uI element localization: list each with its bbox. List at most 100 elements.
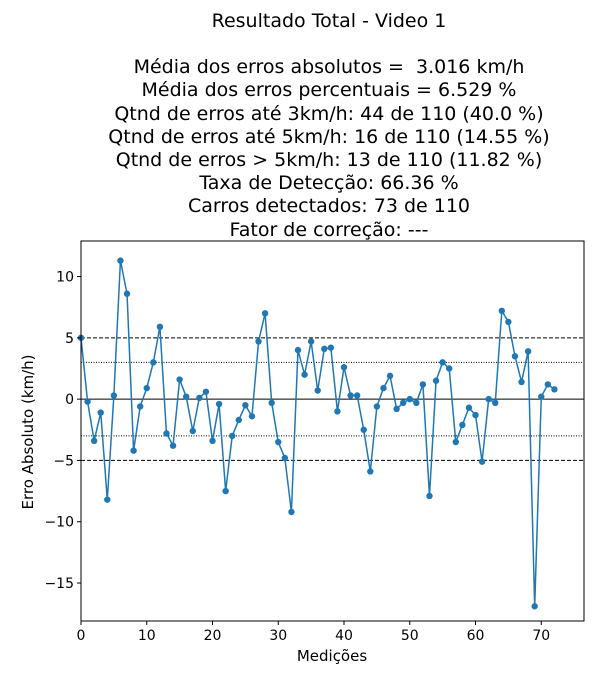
series-line xyxy=(80,259,555,608)
data-point xyxy=(176,376,183,383)
data-point xyxy=(426,492,433,500)
data-point xyxy=(419,381,427,388)
data-point xyxy=(472,411,479,419)
stat-cars-detected: Carros detectados: 73 de 110 xyxy=(187,195,471,218)
stat-mean-absolute-error: Média dos erros absolutos = 3.016 km/h xyxy=(133,56,525,79)
data-point xyxy=(136,403,144,410)
x-tick-label: 60 xyxy=(467,628,485,644)
data-point xyxy=(255,338,262,345)
x-tick-label: 40 xyxy=(335,628,353,644)
stat-errors-up-to-3: Qtnd de erros até 3km/h: 44 de 110 (40.0… xyxy=(114,102,544,125)
x-tick-label: 50 xyxy=(401,628,419,644)
y-tick-label: 0 xyxy=(65,392,74,408)
data-point xyxy=(183,393,190,400)
data-point xyxy=(321,345,328,353)
x-axis-label: Medições xyxy=(297,647,368,665)
y-axis-ticks: −15 −10 −5 0 5 10 xyxy=(44,270,81,592)
data-point xyxy=(156,323,164,331)
y-tick-label: 5 xyxy=(65,331,74,347)
data-point xyxy=(531,603,538,610)
data-point xyxy=(380,384,387,392)
data-point xyxy=(413,399,420,407)
data-point xyxy=(439,359,446,366)
data-point xyxy=(432,377,440,384)
data-point xyxy=(386,372,394,380)
stat-errors-over-5: Qtnd de erros > 5km/h: 13 de 110 (11.82 … xyxy=(115,149,543,172)
chart-title-block: Resultado Total - Video 1 Média dos erro… xyxy=(0,10,608,242)
data-point xyxy=(446,365,453,372)
data-point xyxy=(123,290,131,297)
data-point xyxy=(524,348,532,355)
y-tick-label: 10 xyxy=(56,270,74,286)
data-point xyxy=(196,394,203,402)
data-point xyxy=(452,438,459,446)
y-tick-label: −5 xyxy=(53,453,74,469)
data-point xyxy=(465,404,473,411)
data-point xyxy=(367,468,374,475)
data-point xyxy=(511,353,519,360)
x-tick-label: 10 xyxy=(138,628,156,644)
data-point xyxy=(97,409,104,416)
data-point xyxy=(209,437,216,445)
data-point xyxy=(202,388,210,395)
data-point xyxy=(229,432,236,440)
data-point xyxy=(215,400,223,408)
data-point xyxy=(143,384,150,392)
data-point xyxy=(281,454,289,462)
data-series xyxy=(77,257,558,610)
plot-frame xyxy=(80,240,585,622)
data-point xyxy=(459,421,466,429)
x-axis-ticks: 0 10 20 30 40 50 60 70 xyxy=(77,621,550,644)
data-point xyxy=(314,387,321,394)
reference-lines xyxy=(81,337,584,461)
stat-correction-factor: Fator de correção: --- xyxy=(229,218,429,241)
x-tick-label: 70 xyxy=(532,628,550,644)
data-point xyxy=(307,338,315,345)
stat-mean-percent-error: Média dos erros percentuais = 6.529 % xyxy=(141,79,517,102)
data-point xyxy=(117,257,124,264)
data-point xyxy=(334,408,341,415)
stat-detection-rate: Taxa de Detecção: 66.36 % xyxy=(199,172,459,195)
data-point xyxy=(399,399,407,407)
data-point xyxy=(340,364,348,371)
data-point xyxy=(485,395,492,403)
data-point xyxy=(393,405,400,413)
y-axis-label: Erro Absoluto (km/h) xyxy=(19,354,37,509)
data-point xyxy=(544,381,552,388)
data-point xyxy=(104,496,111,503)
data-point xyxy=(505,318,512,326)
data-point xyxy=(150,359,157,366)
data-point xyxy=(222,487,229,495)
data-point xyxy=(261,310,269,317)
data-point xyxy=(327,344,335,351)
data-point xyxy=(130,447,137,454)
data-point xyxy=(301,371,308,378)
data-point xyxy=(84,398,91,405)
data-point xyxy=(498,307,506,315)
data-point xyxy=(189,427,196,435)
data-point xyxy=(235,416,243,424)
x-tick-label: 0 xyxy=(77,628,86,644)
data-point xyxy=(551,386,558,393)
data-point xyxy=(360,426,367,433)
data-point xyxy=(288,508,295,516)
data-point xyxy=(347,392,354,399)
data-point xyxy=(268,399,275,407)
data-point xyxy=(492,399,499,407)
data-point xyxy=(169,442,177,449)
x-tick-label: 20 xyxy=(204,628,222,644)
data-point xyxy=(518,378,525,386)
x-tick-label: 30 xyxy=(269,628,287,644)
y-tick-label: −15 xyxy=(44,576,74,592)
data-point xyxy=(275,438,282,446)
stat-errors-up-to-5: Qtnd de erros até 5km/h: 16 de 110 (14.5… xyxy=(108,125,550,148)
data-point xyxy=(294,346,302,354)
data-point xyxy=(538,393,545,400)
chart-title: Resultado Total - Video 1 xyxy=(211,10,447,32)
data-point xyxy=(406,395,413,403)
data-point xyxy=(353,392,361,399)
data-point xyxy=(242,402,249,409)
data-point xyxy=(248,413,256,420)
data-point xyxy=(478,458,486,465)
data-point xyxy=(163,430,170,437)
